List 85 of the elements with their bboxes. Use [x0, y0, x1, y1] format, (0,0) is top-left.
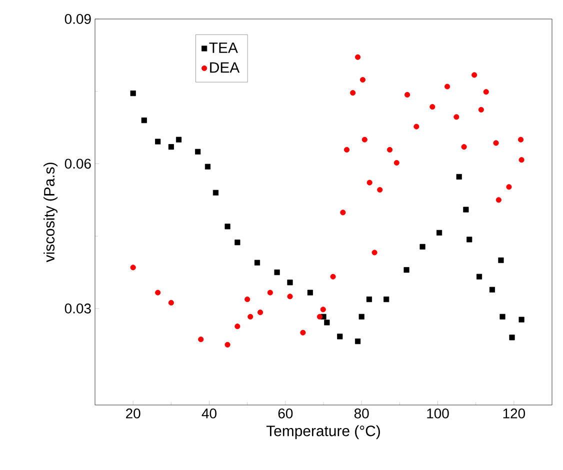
y-tick-label: 0.06 [64, 158, 91, 169]
point [141, 118, 147, 124]
point [436, 230, 442, 236]
legend-label: DEA [210, 62, 240, 73]
point [456, 174, 462, 180]
point [518, 136, 524, 142]
point [472, 72, 478, 78]
point [224, 224, 230, 230]
point [463, 206, 469, 212]
point [320, 306, 326, 312]
point [337, 334, 343, 340]
point [198, 336, 204, 342]
point [316, 314, 322, 320]
point [176, 136, 182, 142]
point [324, 320, 330, 326]
point [518, 316, 524, 322]
point [248, 314, 254, 320]
x-tick-label: 40 [202, 408, 216, 418]
point [340, 210, 346, 216]
y-axis-title: viscosity (Pa.s) [44, 162, 58, 262]
point [478, 106, 484, 113]
point [300, 330, 306, 336]
x-tick-label: 120 [503, 408, 526, 418]
point [498, 257, 504, 264]
point [330, 274, 336, 280]
point [509, 334, 515, 340]
point [386, 146, 393, 153]
point [195, 148, 201, 154]
point [212, 190, 219, 196]
legend-label: TEA [209, 42, 238, 53]
point [234, 324, 240, 330]
point [130, 264, 136, 270]
point [377, 187, 383, 193]
point [354, 338, 361, 344]
point [287, 294, 293, 300]
point [155, 290, 161, 296]
point [466, 236, 472, 242]
point [287, 280, 293, 286]
x-tick-label: 100 [427, 408, 449, 418]
point [204, 164, 211, 170]
point [404, 92, 410, 98]
x-tick-label: 80 [354, 408, 369, 418]
point [362, 136, 368, 142]
point [155, 138, 161, 144]
x-tick-label: 60 [278, 408, 293, 418]
point [366, 296, 372, 302]
point [234, 240, 240, 246]
point [257, 310, 264, 316]
y-tick-label: 0.09 [64, 14, 91, 24]
point [354, 54, 361, 60]
x-axis-title: Temperature (°C) [266, 425, 380, 440]
point [476, 274, 482, 280]
point [130, 90, 136, 96]
point [404, 267, 410, 273]
point [414, 124, 420, 130]
point [307, 290, 313, 296]
point [267, 290, 273, 296]
point [274, 270, 280, 276]
point [360, 77, 366, 83]
point [224, 342, 230, 348]
point [518, 157, 524, 163]
point [454, 114, 460, 120]
y-tick-label: 0.03 [64, 304, 91, 314]
point [168, 144, 174, 150]
point [394, 160, 400, 166]
point [430, 104, 436, 110]
point [366, 180, 372, 186]
point [506, 184, 512, 190]
point [489, 286, 496, 292]
point [358, 314, 364, 320]
point [461, 144, 467, 150]
point [500, 314, 506, 320]
point [168, 300, 174, 306]
point [244, 296, 250, 302]
point [254, 260, 260, 266]
point [483, 89, 489, 95]
point [496, 197, 502, 203]
point [420, 244, 426, 250]
point [444, 84, 450, 90]
point [384, 296, 390, 302]
x-tick-label: 20 [126, 408, 140, 418]
point [493, 140, 499, 146]
point [344, 146, 350, 153]
point [372, 250, 378, 256]
point [350, 90, 356, 96]
